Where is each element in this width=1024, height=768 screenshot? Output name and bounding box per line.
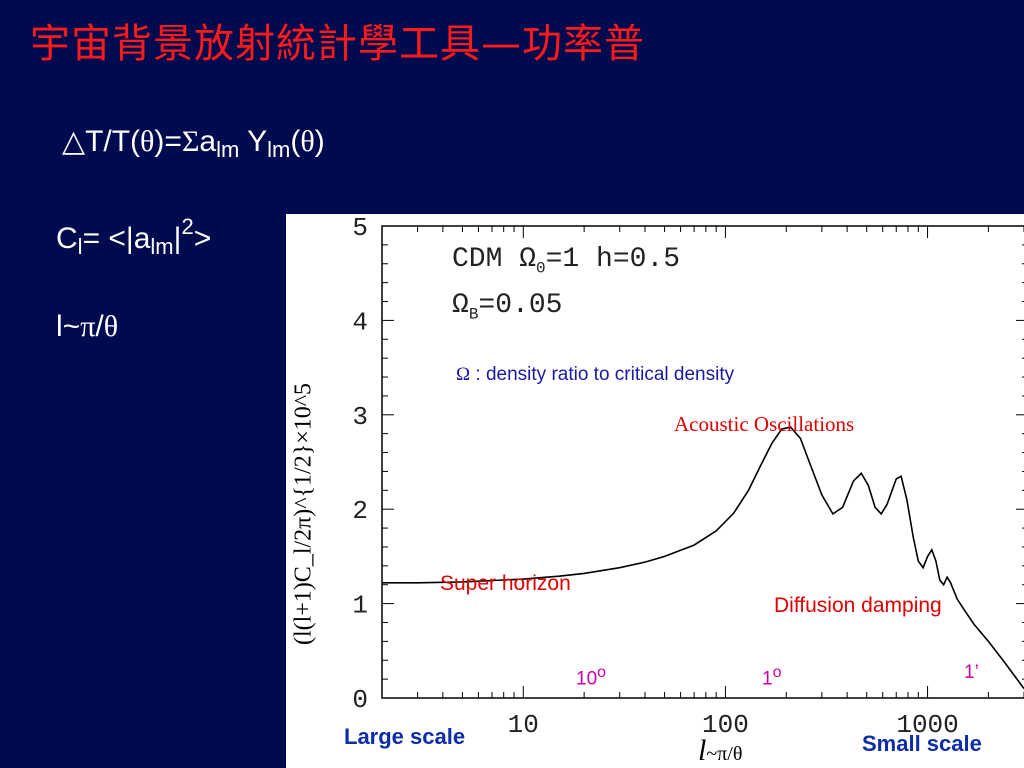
eq2-bar: | — [173, 222, 182, 255]
cdm-params-line1: CDM Ω0=1 h=0.5 — [452, 244, 680, 278]
eq1-theta: θ — [140, 125, 155, 158]
x-tick-label: 10 — [508, 710, 539, 740]
large-scale-label: Large scale — [344, 724, 466, 749]
x-axis-label: l~π/θ — [698, 734, 742, 768]
eq2-sup: 2 — [181, 214, 194, 239]
eq2-mid: = <|a — [82, 222, 151, 255]
eq1-sigma: Σ — [181, 125, 200, 158]
eq1-close: ) — [314, 125, 325, 158]
equation-delta-t: △T/T(θ)=Σalm Ylm(θ) — [62, 124, 325, 163]
eq2-c: C — [56, 222, 78, 255]
eq2-sub: l — [77, 234, 83, 259]
omega-symbol: Ω — [456, 364, 471, 385]
y-axis-label-wrap: (l(l+1)C_l/2π)^{1/2}×10^5 — [286, 364, 324, 664]
angle-10-degree: 10o — [576, 664, 606, 690]
x-tick-label: 100 — [702, 710, 749, 740]
x-axis-label-l: l — [698, 734, 707, 767]
cdm-params-line2: ΩB=0.05 — [452, 290, 562, 324]
super-horizon-label: Super horizon — [440, 572, 571, 595]
cdm2-sub: B — [468, 305, 479, 324]
cdm1-sub: 0 — [536, 259, 546, 278]
equation-l-theta: l~π/θ — [56, 310, 118, 344]
deg10-symbol: o — [597, 664, 607, 681]
eq1-mid: )= — [154, 125, 182, 158]
eq1-lead: △T/T( — [62, 125, 141, 158]
equation-cl: Cl= <|alm|2> — [56, 214, 211, 260]
x-axis-label-rest: ~π/θ — [706, 743, 743, 765]
y-tick-label: 4 — [352, 307, 368, 337]
x-tick-label: 1000 — [896, 710, 958, 740]
eq3-l: l~ — [56, 310, 81, 343]
y-tick-label: 2 — [352, 496, 368, 526]
eq1-sub2: lm — [267, 137, 291, 162]
y-tick-label: 0 — [352, 685, 368, 715]
eq3-slash: / — [95, 310, 104, 343]
slide-title: 宇宙背景放射統計學工具—功率普 — [30, 21, 645, 67]
acoustic-oscillations-label: Acoustic Oscillations — [674, 412, 855, 436]
y-tick-label: 3 — [352, 402, 368, 432]
y-axis-label: (l(l+1)C_l/2π)^{1/2}×10^5 — [290, 382, 317, 646]
eq2-sub2: lm — [150, 234, 174, 259]
power-spectrum-curve — [382, 426, 1024, 690]
deg1-symbol: o — [772, 664, 782, 681]
angle-1-arcmin: 1’ — [964, 662, 979, 683]
eq2-end: > — [193, 222, 212, 255]
eq3-pi: π — [80, 310, 96, 343]
omega-note: Ω : density ratio to critical density — [456, 364, 734, 386]
deg1-number: 1 — [762, 668, 773, 690]
omega-note-text: : density ratio to critical density — [470, 364, 735, 385]
eq1-sub1: lm — [216, 137, 240, 162]
chart-panel: 10 100 1000 0 1 2 3 4 5 (l(l+1)C_l/2π)^{1/2}×10^… — [286, 214, 1024, 768]
eq1-open: ( — [290, 125, 301, 158]
eq1-a: a — [199, 125, 217, 158]
cdm1-b: =1 h=0.5 — [545, 244, 681, 275]
angle-1-degree: 1o — [762, 664, 781, 690]
cdm2-a: Ω — [452, 290, 469, 321]
small-scale-label: Small scale — [862, 731, 982, 756]
diffusion-damping-label: Diffusion damping — [774, 594, 942, 617]
eq3-theta: θ — [103, 310, 119, 343]
cdm2-b: =0.05 — [478, 290, 563, 321]
plot-frame — [381, 225, 1024, 699]
eq1-theta2: θ — [300, 125, 315, 158]
cdm1-a: CDM Ω — [452, 244, 537, 275]
y-tick-label: 5 — [352, 214, 368, 243]
eq1-y: Y — [239, 125, 268, 158]
deg10-number: 10 — [576, 668, 598, 690]
y-tick-label: 1 — [352, 591, 368, 621]
